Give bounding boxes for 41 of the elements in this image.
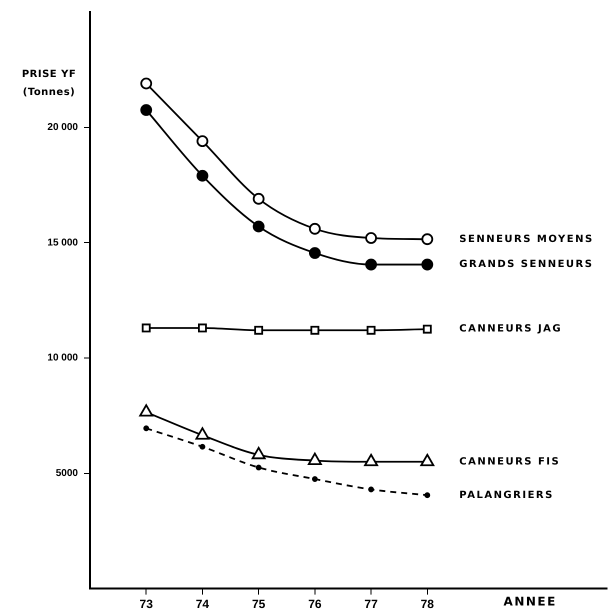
point [140, 78, 152, 90]
point [256, 464, 262, 470]
point [422, 324, 432, 334]
point [252, 220, 265, 232]
x-tick-label: 78 [420, 597, 434, 612]
point [140, 104, 152, 116]
point [310, 326, 320, 335]
point [196, 170, 208, 182]
text: CANNEURS FIS [459, 456, 560, 468]
y-tick-label: 15 000 [47, 237, 78, 248]
text: PALANGRIERS [459, 490, 554, 501]
y-tick-label: 20 000 [47, 122, 78, 134]
point [143, 425, 150, 432]
point [200, 444, 206, 450]
point [424, 492, 430, 498]
point [365, 232, 377, 244]
point [421, 233, 434, 246]
x-tick-label: 74 [196, 597, 210, 612]
x-tick-label: 73 [140, 597, 154, 612]
x-axis-title: ANNEE [504, 594, 557, 609]
y-tick-label: 10 000 [47, 352, 78, 364]
x-tick-label: 75 [252, 597, 266, 612]
point [308, 247, 321, 259]
point [366, 326, 376, 335]
point [252, 192, 265, 205]
x-tick-label: 76 [308, 597, 322, 612]
point [308, 222, 321, 235]
text: CANNEURS JAG [459, 324, 562, 335]
point [198, 324, 207, 332]
point [365, 258, 377, 270]
y-axis-title: PRISE YF (Tonnes) [20, 68, 78, 100]
point [368, 486, 374, 492]
text: SENNEURS MOYENS [459, 234, 594, 245]
point [421, 258, 434, 270]
y-tick-label: 5000 [56, 468, 78, 480]
x-tick-label: 77 [364, 597, 378, 612]
point [254, 326, 264, 335]
point [196, 135, 208, 148]
point [312, 476, 318, 482]
point [142, 324, 151, 332]
text: GRANDS SENNEURS [459, 259, 594, 270]
